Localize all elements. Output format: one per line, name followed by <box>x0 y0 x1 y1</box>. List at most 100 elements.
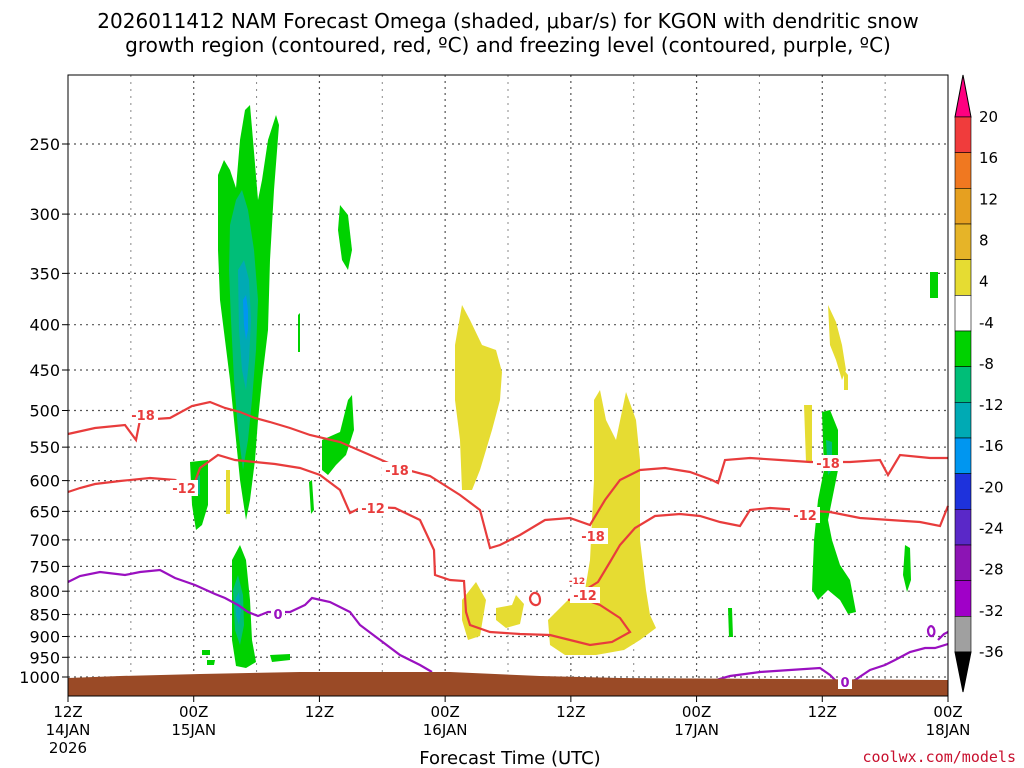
omega-green-patch-i <box>728 608 733 637</box>
x-tick-time: 00Z <box>933 703 962 721</box>
svg-text:0: 0 <box>273 608 282 623</box>
y-tick-label: 500 <box>29 402 60 421</box>
svg-text:-18: -18 <box>581 530 605 545</box>
omega-yellow-patch-f <box>844 370 848 390</box>
colorbar-label: -12 <box>979 396 1004 414</box>
gridlines <box>68 75 948 696</box>
colorbar-band <box>954 580 972 617</box>
omega-green-patch-g <box>202 650 210 655</box>
red-contour-label: -12 <box>358 500 388 517</box>
x-tick-time: 12Z <box>305 703 334 721</box>
colorbar-band <box>954 152 972 189</box>
y-tick-label: 850 <box>29 606 60 625</box>
purple-contour-loop-a <box>926 625 936 638</box>
x-tick-year: 2026 <box>49 739 87 757</box>
colorbar-band <box>954 188 972 225</box>
purple-contour-zero-left <box>67 568 433 673</box>
red-contour-small-loop <box>528 591 542 607</box>
omega-green-patch-k <box>930 272 938 298</box>
plot-frame <box>67 74 949 697</box>
colorbar-label: 8 <box>979 231 989 249</box>
credit-text: coolwx.com/models <box>862 748 1016 766</box>
colorbar-band <box>954 223 972 260</box>
y-tick-label: 950 <box>29 648 60 667</box>
colorbar-label: 4 <box>979 273 989 291</box>
omega-green-patch-e <box>309 480 314 514</box>
y-tick-label: 300 <box>29 205 60 224</box>
plot-area: -18 -12 -18 -12 -18 -12 <box>67 74 950 697</box>
omega-yellow-patch-e <box>828 305 846 380</box>
colorbar-label: -20 <box>979 478 1004 496</box>
colorbar-band <box>954 473 972 510</box>
colorbar-band <box>954 544 972 581</box>
red-contour-label: -18 <box>382 462 412 479</box>
x-tick-date: 18JAN <box>926 721 971 739</box>
x-tick-date: 14JAN <box>46 721 91 739</box>
omega-green-patch-h <box>207 660 215 665</box>
colorbar-band <box>954 259 972 296</box>
omega-green-patch-j <box>903 545 911 592</box>
x-tick-date: 17JAN <box>674 721 719 739</box>
contour-labels: -18 -12 -18 -12 -18 -12 <box>128 407 852 691</box>
purple-contour-label: 0 <box>271 606 285 623</box>
y-tick-label: 1000 <box>19 668 60 687</box>
colorbar-band <box>954 295 972 332</box>
y-tick-label: 400 <box>29 316 60 335</box>
y-axis: 250 300 350 400 450 500 550 600 650 700 750 800 850 9… <box>19 135 68 687</box>
red-contour-label: -12 <box>569 576 585 587</box>
svg-text:-12: -12 <box>793 509 817 524</box>
red-contour-label: -18 <box>813 455 843 472</box>
colorbar-label: 20 <box>979 108 998 126</box>
red-contour-label: -12 <box>170 480 198 497</box>
red-contour-label: -18 <box>128 407 158 424</box>
omega-green-patch-f <box>270 654 290 662</box>
y-tick-label: 250 <box>29 135 60 154</box>
red-contour-minus12-right <box>569 505 950 601</box>
y-tick-label: 600 <box>29 472 60 491</box>
colorbar-band <box>954 437 972 474</box>
y-tick-label: 450 <box>29 361 60 380</box>
y-tick-label: 750 <box>29 557 60 576</box>
purple-contour-label: 0 <box>838 675 852 691</box>
colorbar-band <box>954 509 972 546</box>
svg-text:-12: -12 <box>573 589 597 604</box>
y-tick-label: 650 <box>29 502 60 521</box>
colorbar-label: -36 <box>979 643 1004 661</box>
omega-blue-core <box>243 295 248 340</box>
colorbar-band <box>954 330 972 367</box>
omega-cyan-lower-core <box>235 592 241 625</box>
svg-text:-18: -18 <box>816 457 840 472</box>
colorbar-label: 16 <box>979 149 998 167</box>
colorbar-band <box>954 366 972 403</box>
svg-text:-12: -12 <box>361 502 385 517</box>
red-contour-label: -12 <box>570 587 600 604</box>
colorbar-band <box>954 116 972 153</box>
purple-contour-segment-b <box>937 631 949 641</box>
chart-title-line1: 2026011412 NAM Forecast Omega (shaded, μ… <box>97 9 918 33</box>
colorbar-band <box>954 402 972 439</box>
omega-yellow-patch-h <box>226 470 230 514</box>
y-tick-label: 700 <box>29 531 60 550</box>
colorbar-label: 12 <box>979 190 998 208</box>
x-tick-time: 12Z <box>808 703 837 721</box>
omega-yellow-patch-g <box>804 405 812 462</box>
svg-text:-18: -18 <box>385 464 409 479</box>
x-tick-time: 00Z <box>430 703 459 721</box>
omega-green-patch-d <box>298 313 300 352</box>
x-tick-time: 12Z <box>53 703 82 721</box>
y-tick-label: 350 <box>29 264 60 283</box>
omega-green-column-right <box>812 410 856 614</box>
omega-green-patch-a <box>190 460 208 530</box>
colorbar-bottom-triangle <box>954 651 972 693</box>
omega-green-patch-b <box>338 205 352 270</box>
svg-text:-18: -18 <box>131 409 155 424</box>
x-tick-date: 16JAN <box>423 721 468 739</box>
colorbar-label: -8 <box>979 355 994 373</box>
svg-text:-12: -12 <box>569 577 585 587</box>
colorbar-label: -24 <box>979 520 1004 538</box>
colorbar-label: -4 <box>979 314 994 332</box>
y-tick-label: 550 <box>29 438 60 457</box>
x-tick-time: 00Z <box>682 703 711 721</box>
y-tick-label: 800 <box>29 582 60 601</box>
